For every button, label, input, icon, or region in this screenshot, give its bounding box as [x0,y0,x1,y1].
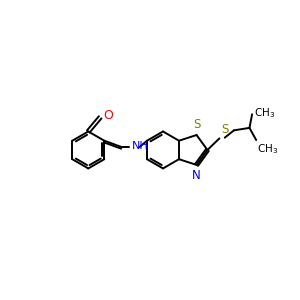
Text: CH$_3$: CH$_3$ [254,106,276,120]
Text: CH$_3$: CH$_3$ [257,142,278,156]
Text: N: N [192,169,201,182]
Text: S: S [194,118,201,131]
Text: NH: NH [132,141,148,151]
Text: S: S [221,123,228,136]
Text: O: O [103,109,113,122]
